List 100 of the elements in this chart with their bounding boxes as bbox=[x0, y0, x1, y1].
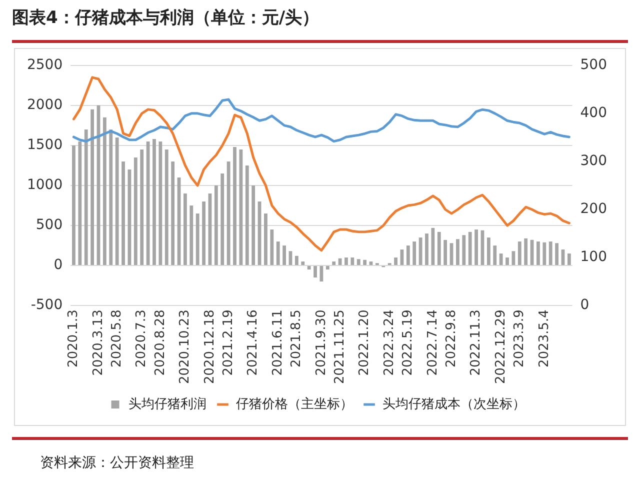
bar bbox=[437, 232, 441, 266]
bar bbox=[102, 117, 106, 266]
bar bbox=[184, 193, 187, 266]
bar bbox=[190, 206, 194, 266]
x-tick-label: 2022.1.20 bbox=[357, 310, 372, 376]
bar bbox=[493, 246, 497, 266]
bar bbox=[171, 161, 175, 266]
bar bbox=[115, 137, 119, 266]
bar bbox=[245, 165, 249, 266]
bar bbox=[307, 266, 311, 270]
x-tick-label: 2020.5.8 bbox=[109, 310, 124, 368]
bar bbox=[270, 230, 274, 266]
bar bbox=[152, 139, 156, 266]
x-tick-label: 2022.11.3 bbox=[468, 310, 484, 376]
bar bbox=[233, 147, 236, 266]
bar bbox=[294, 256, 298, 266]
y-tick-label: -500 bbox=[30, 297, 63, 314]
bar bbox=[394, 258, 398, 266]
bar bbox=[548, 242, 552, 266]
bar bbox=[462, 235, 466, 266]
y2-tick-label: 500 bbox=[580, 57, 608, 74]
bar bbox=[314, 266, 317, 278]
bar bbox=[536, 242, 540, 266]
x-tick-label: 2022.12.29 bbox=[493, 310, 508, 384]
bar bbox=[356, 259, 360, 266]
y-tick-label: 1000 bbox=[26, 177, 63, 194]
bar bbox=[122, 161, 125, 266]
x-tick-label: 2021.2.19 bbox=[220, 310, 236, 376]
bar bbox=[90, 109, 94, 266]
x-tick-label: 2020.8.28 bbox=[152, 310, 168, 376]
bar bbox=[214, 185, 218, 266]
x-tick-label: 2020.3.13 bbox=[90, 310, 106, 376]
bar bbox=[84, 129, 88, 266]
bar bbox=[506, 258, 509, 266]
y-tick-label: 1500 bbox=[26, 137, 63, 154]
bar bbox=[220, 173, 224, 266]
bar bbox=[444, 240, 448, 266]
bar bbox=[474, 230, 478, 266]
bar bbox=[456, 239, 460, 266]
x-tick-label: 2023.3.9 bbox=[512, 310, 528, 368]
bar bbox=[301, 262, 305, 266]
bar bbox=[555, 243, 558, 266]
legend-label: 头均仔猪成本（次坐标） bbox=[382, 396, 526, 412]
chart-title: 图表4：仔猪成本与利润（单位：元/头） bbox=[12, 7, 320, 29]
legend-label: 仔猪价格（主坐标） bbox=[236, 396, 353, 412]
y2-tick-label: 400 bbox=[580, 105, 608, 122]
bar bbox=[524, 238, 528, 266]
bar bbox=[252, 185, 256, 266]
bar bbox=[431, 228, 435, 266]
bar bbox=[412, 242, 416, 266]
bar bbox=[78, 141, 82, 266]
bar bbox=[326, 266, 330, 270]
x-tick-label: 2020.1.3 bbox=[66, 310, 82, 368]
y-tick-label: 0 bbox=[54, 257, 63, 274]
bar bbox=[282, 246, 286, 266]
bar bbox=[134, 157, 138, 266]
x-tick-label: 2021.8.5 bbox=[289, 310, 304, 368]
x-tick-label: 2020.10.23 bbox=[178, 310, 193, 384]
x-tick-label: 2023.5.4 bbox=[536, 310, 552, 368]
y2-tick-label: 200 bbox=[580, 201, 608, 218]
y2-tick-label: 0 bbox=[580, 297, 590, 314]
bar bbox=[332, 262, 336, 266]
bar bbox=[164, 149, 168, 266]
x-tick-label: 2021.6.11 bbox=[270, 310, 286, 376]
bar bbox=[406, 246, 410, 266]
x-tick-label: 2020.7.3 bbox=[134, 310, 150, 368]
bar bbox=[468, 232, 472, 266]
bar bbox=[226, 161, 230, 266]
bar bbox=[264, 214, 268, 266]
bar bbox=[158, 141, 162, 266]
bar bbox=[512, 251, 516, 266]
y-tick-label: 2500 bbox=[26, 57, 63, 74]
y2-tick-label: 300 bbox=[580, 153, 608, 170]
bar bbox=[567, 254, 571, 266]
x-tick-label: 2022.5.19 bbox=[400, 310, 416, 376]
x-tick-label: 2021.11.25 bbox=[332, 310, 348, 384]
y2-tick-label: 100 bbox=[580, 249, 608, 266]
y-tick-label: 500 bbox=[36, 217, 63, 234]
x-tick-label: 2022.3.24 bbox=[382, 310, 397, 376]
bar bbox=[344, 258, 348, 266]
bar bbox=[196, 214, 200, 266]
x-tick-label: 2021.9.30 bbox=[314, 310, 329, 376]
bar bbox=[72, 145, 76, 266]
bar bbox=[239, 149, 243, 266]
bar bbox=[499, 254, 503, 266]
bar bbox=[425, 234, 428, 266]
bar bbox=[350, 258, 354, 266]
bar bbox=[140, 149, 144, 266]
y-tick-label: 2000 bbox=[26, 97, 63, 114]
x-tick-label: 2022.7.14 bbox=[425, 310, 440, 376]
bar bbox=[202, 201, 206, 266]
bar bbox=[486, 238, 490, 266]
bar bbox=[109, 129, 113, 266]
bar bbox=[363, 260, 367, 266]
bar bbox=[276, 242, 280, 266]
x-tick-label: 2022.9.8 bbox=[444, 310, 459, 368]
x-tick-label: 2020.12.18 bbox=[202, 310, 218, 384]
bar bbox=[518, 242, 522, 266]
text: 资料来源：公开资料整理 bbox=[40, 454, 194, 472]
legend-label: 头均仔猪利润 bbox=[128, 396, 206, 412]
